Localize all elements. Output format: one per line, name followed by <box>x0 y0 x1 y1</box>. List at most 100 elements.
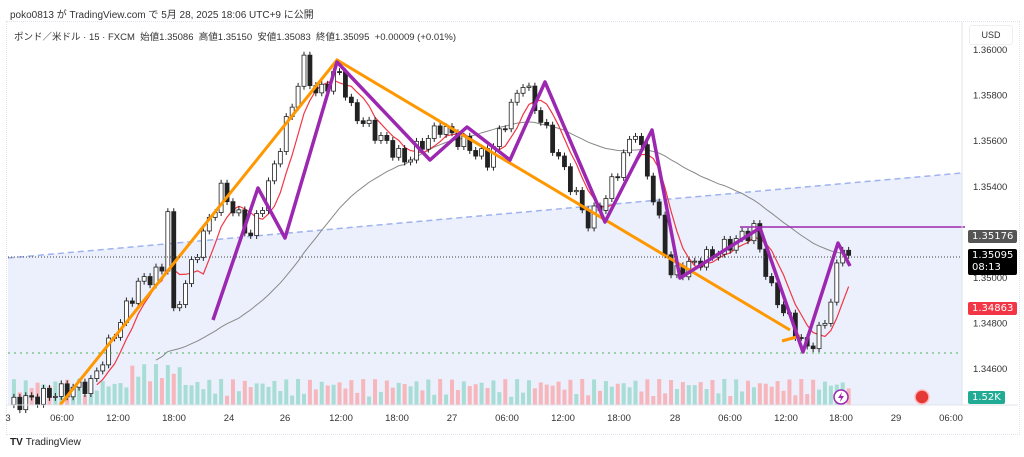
candle <box>248 232 254 236</box>
y-tick-label: 1.35800 <box>973 91 1007 102</box>
volume-bar <box>550 385 555 405</box>
volume-bar <box>586 395 591 405</box>
y-tick-label: 1.35600 <box>973 136 1007 147</box>
volume-bar <box>822 381 827 405</box>
candle <box>556 152 561 157</box>
x-tick-label: 18:00 <box>607 413 631 424</box>
volume-bar <box>11 379 16 405</box>
volume-bar <box>805 394 810 405</box>
volume-bar <box>633 380 638 405</box>
candle <box>816 324 822 350</box>
volume-bar <box>408 386 413 405</box>
y-tick-label: 1.36000 <box>973 45 1007 56</box>
volume-bar <box>207 379 212 405</box>
candle <box>360 120 366 124</box>
candle <box>277 151 283 165</box>
tradingview-logo[interactable]: TV TradingView <box>10 437 81 448</box>
candle <box>633 135 638 140</box>
candle <box>514 92 520 103</box>
candle <box>319 83 325 94</box>
volume-bar <box>734 379 739 405</box>
volume-bar <box>183 384 188 405</box>
currency-button[interactable]: USD <box>969 25 1013 45</box>
candle <box>603 198 609 211</box>
candle <box>573 190 579 193</box>
volume-bar <box>343 388 348 405</box>
candle <box>100 364 106 372</box>
volume-bar <box>106 386 111 405</box>
volume-bar <box>444 394 449 405</box>
candle <box>52 396 58 398</box>
purple-zigzag <box>211 60 852 354</box>
volume-bar <box>331 384 336 405</box>
candle <box>236 209 242 214</box>
candle <box>615 176 621 179</box>
candle <box>568 166 573 193</box>
candle <box>354 102 360 122</box>
candle <box>520 87 526 94</box>
symbol-name[interactable]: ポンド／米ドル · 15 · FXCM <box>14 32 135 43</box>
candle <box>627 138 632 154</box>
volume-bar <box>296 379 301 405</box>
volume-bar <box>473 384 478 405</box>
volume-bar <box>414 381 419 405</box>
volume-bar <box>396 382 401 405</box>
candle <box>650 175 656 203</box>
candle <box>644 144 650 177</box>
candle <box>810 345 816 350</box>
us-flag-event-icon[interactable] <box>914 389 930 405</box>
candle <box>419 140 425 150</box>
volume-bar <box>763 383 768 405</box>
volume-bar <box>124 387 129 405</box>
volume-bar <box>621 383 626 405</box>
x-tick-label: 06:00 <box>718 413 742 424</box>
x-tick-label: 12:00 <box>329 413 353 424</box>
x-tick-label: 18:00 <box>829 413 853 424</box>
candle <box>639 135 644 146</box>
last-price: 1.35095 <box>972 250 1014 261</box>
x-tick-label: 26 <box>280 413 291 424</box>
candle <box>425 138 431 150</box>
volume-bar <box>154 364 158 405</box>
volume-bar <box>195 381 200 405</box>
volume-bar <box>645 379 650 405</box>
candle <box>29 395 35 398</box>
volume-bar <box>515 379 520 405</box>
x-tick-label: 18:00 <box>385 413 409 424</box>
volume-bar <box>136 376 141 405</box>
candle <box>408 159 413 163</box>
candle <box>662 214 668 256</box>
brand-name: TradingView <box>25 437 81 448</box>
candle <box>94 370 100 379</box>
candle <box>621 152 627 178</box>
candle <box>295 85 301 108</box>
volume-bar <box>491 380 496 405</box>
candle <box>301 54 307 87</box>
candle <box>828 301 834 324</box>
volume-bar <box>521 392 526 405</box>
x-tick-label: 12:00 <box>774 413 798 424</box>
ma-slow-line <box>155 121 849 361</box>
volume-bar <box>361 379 366 405</box>
candle <box>538 110 544 123</box>
candle <box>526 85 532 88</box>
volume-bar <box>538 382 543 405</box>
volume-bar <box>100 381 105 405</box>
candle <box>135 280 141 304</box>
volume-bar <box>272 380 277 405</box>
candle <box>846 249 852 256</box>
y-tick-label: 1.35400 <box>973 182 1007 193</box>
volume-bar <box>159 378 164 405</box>
volume-bar <box>674 388 679 405</box>
volume-bar <box>751 387 756 405</box>
volume-bar <box>378 391 383 405</box>
candle <box>467 135 473 151</box>
volume-bar <box>432 394 437 405</box>
volume-bar <box>236 391 241 405</box>
candle <box>271 163 277 182</box>
volume-bar <box>728 396 733 405</box>
x-tick-label: 27 <box>447 413 458 424</box>
candle <box>41 387 46 405</box>
volume-bar <box>503 379 508 405</box>
